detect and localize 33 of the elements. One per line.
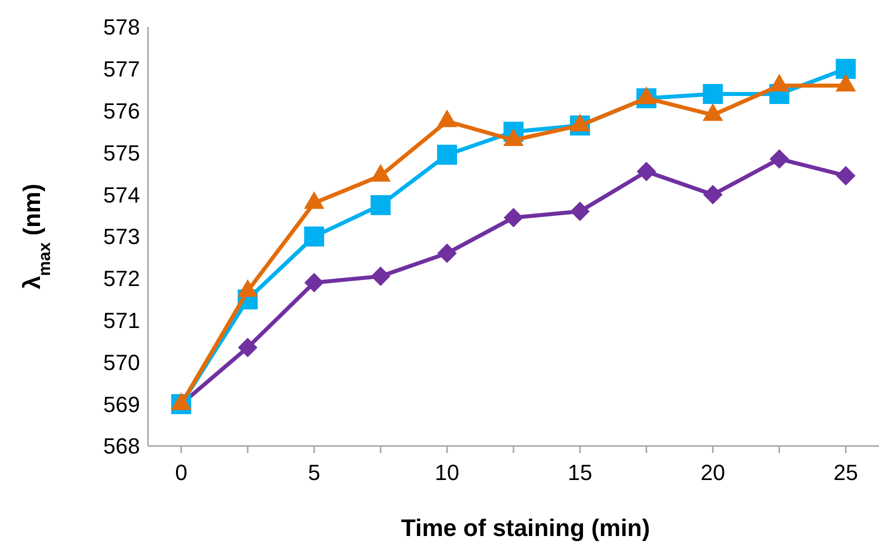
x-tick-label: 5 [308,460,320,485]
x-tick-label: 0 [175,460,188,485]
point [370,195,391,216]
point [238,338,258,358]
y-tick-label: 574 [103,182,140,208]
y-tick-label: 575 [103,140,140,166]
y-tick-label: 568 [103,434,140,459]
y-tick-label: 578 [103,14,140,40]
y-tick-label: 572 [103,266,140,292]
y-tick-label: 577 [103,56,140,82]
point [504,208,524,228]
x-tick-label: 10 [434,460,460,485]
x-tick-label: 25 [834,460,858,485]
x-tick-label: 15 [568,460,592,485]
point [437,144,458,165]
point [437,244,457,264]
y-tick-label: 576 [103,98,140,124]
x-tick-label: 20 [700,460,726,485]
y-tick-label: 570 [103,350,140,375]
y-tick-label: 571 [103,308,140,333]
y-tick-label: 569 [103,392,140,417]
point [570,202,590,222]
point [304,226,324,246]
point [770,149,790,169]
point [304,272,324,292]
x-axis-title: Time of staining (min) [401,515,650,542]
point [702,84,723,104]
y-tick-label: 573 [103,224,140,250]
point [636,162,656,182]
point [370,266,390,286]
point [836,166,856,186]
point [836,58,856,79]
point [703,184,723,204]
